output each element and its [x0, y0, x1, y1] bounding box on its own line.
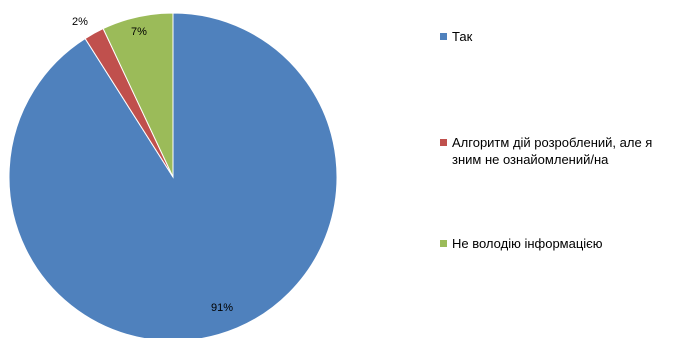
data-label-tak: 91%	[211, 302, 233, 314]
pie-data-labels: 91% 2% 7%	[72, 16, 233, 314]
pie-slices	[8, 12, 338, 338]
legend-label-algorithm-line-2: зним не ознайомлений/на	[452, 152, 609, 167]
legend-swatch-algorithm	[440, 139, 447, 146]
legend-item-no-info: Не володію інформацією	[440, 235, 603, 252]
legend-label-algorithm-line-1: Алгоритм дій розроблений, але я	[452, 135, 653, 150]
legend-text-algorithm: Алгоритм дій розроблений, але я зним не …	[452, 134, 652, 168]
legend-swatch-no-info	[440, 240, 447, 247]
data-label-algorithm: 2%	[72, 16, 88, 28]
data-label-no-info: 7%	[131, 26, 147, 38]
pie-slice-no-info	[102, 12, 174, 178]
legend-label-no-info: Не володію інформацією	[452, 236, 603, 251]
legend-text-no-info: Не володію інформацією	[452, 235, 603, 252]
legend-swatch-tak	[440, 33, 447, 40]
legend-label-tak: Так	[452, 29, 473, 44]
legend-item-tak: Так	[440, 28, 472, 45]
legend-item-algorithm: Алгоритм дій розроблений, але я зним не …	[440, 134, 652, 168]
legend-text-tak: Так	[452, 28, 472, 45]
